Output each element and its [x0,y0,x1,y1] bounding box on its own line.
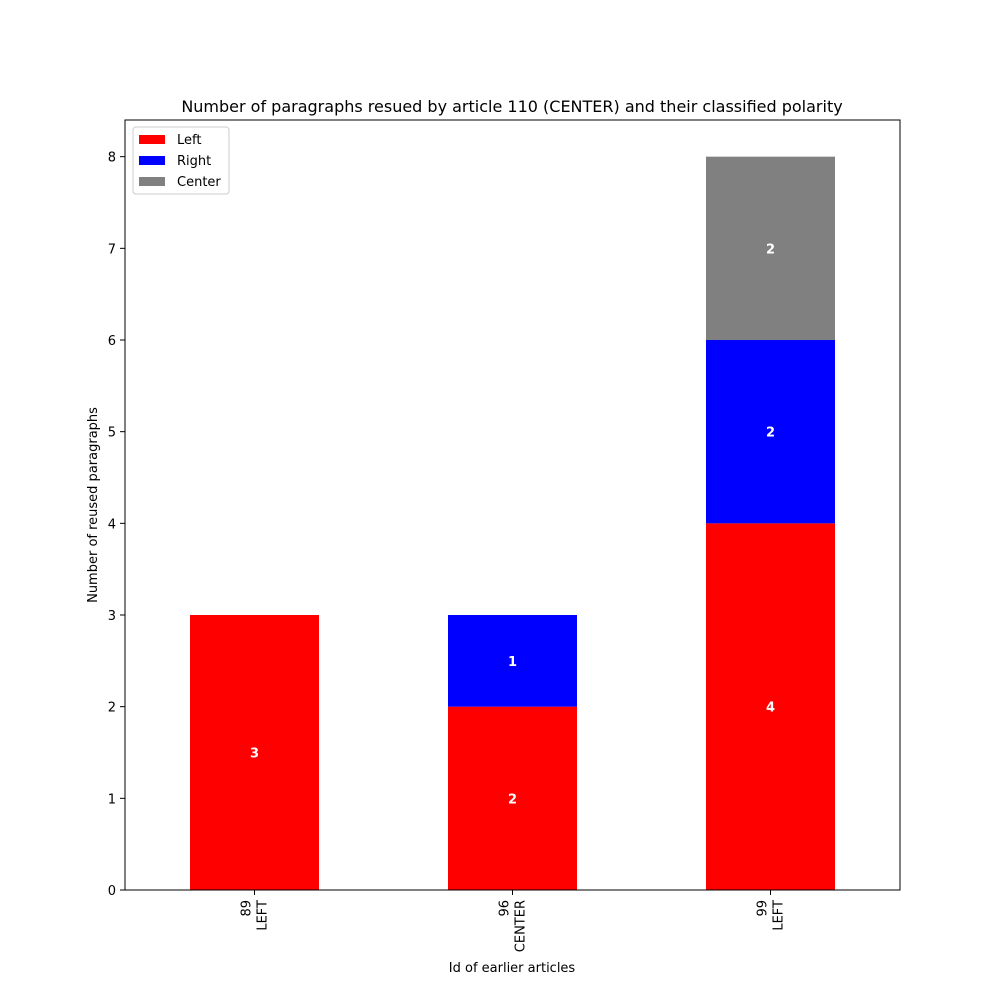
y-tick-label: 0 [108,884,116,899]
bar-value-label: 1 [508,655,517,670]
bar-right-99 [706,340,835,524]
y-axis: 0 1 2 3 4 5 6 7 8 [108,151,125,899]
legend-swatch-center [139,177,165,186]
bar-left-99 [706,523,835,890]
bar-value-label: 2 [766,242,775,257]
bars-group [190,156,835,890]
legend-swatch-right [139,156,165,165]
bar-value-label: 4 [766,701,775,716]
bar-value-label: 2 [508,792,517,807]
y-tick-label: 3 [108,609,116,624]
x-tick-label-id: 89 [240,900,255,917]
y-axis-label: Number of reused paragraphs [86,407,101,603]
y-tick-label: 2 [108,701,116,716]
x-axis: 89 LEFT 96 CENTER 99 LEFT [240,890,787,952]
legend: Left Right Center [132,126,230,195]
bar-left-89 [190,615,319,890]
y-tick-label: 8 [108,151,116,166]
y-tick-label: 5 [108,426,116,441]
x-tick-label-polarity: LEFT [772,900,787,931]
legend-swatch-left [139,135,165,144]
bar-value-label: 2 [766,426,775,441]
x-tick-label-id: 96 [498,900,513,917]
x-tick-label-polarity: CENTER [514,900,529,952]
y-tick-label: 4 [108,517,116,532]
bar-center-99 [706,156,835,340]
x-tick-label-id: 99 [756,900,771,917]
bar-labels-group: 3 2 1 4 2 2 [250,242,775,807]
legend-label-right: Right [177,154,211,169]
legend-label-center: Center [177,175,221,190]
bar-value-label: 3 [250,747,259,762]
bar-right-96 [448,615,577,707]
y-tick-label: 1 [108,792,116,807]
y-tick-label: 6 [108,334,116,349]
chart-title: Number of paragraphs resued by article 1… [181,97,842,116]
x-axis-label: Id of earlier articles [449,961,576,976]
x-tick-label-polarity: LEFT [256,900,271,931]
y-tick-label: 7 [108,242,116,257]
legend-label-left: Left [177,133,201,148]
bar-left-96 [448,706,577,890]
